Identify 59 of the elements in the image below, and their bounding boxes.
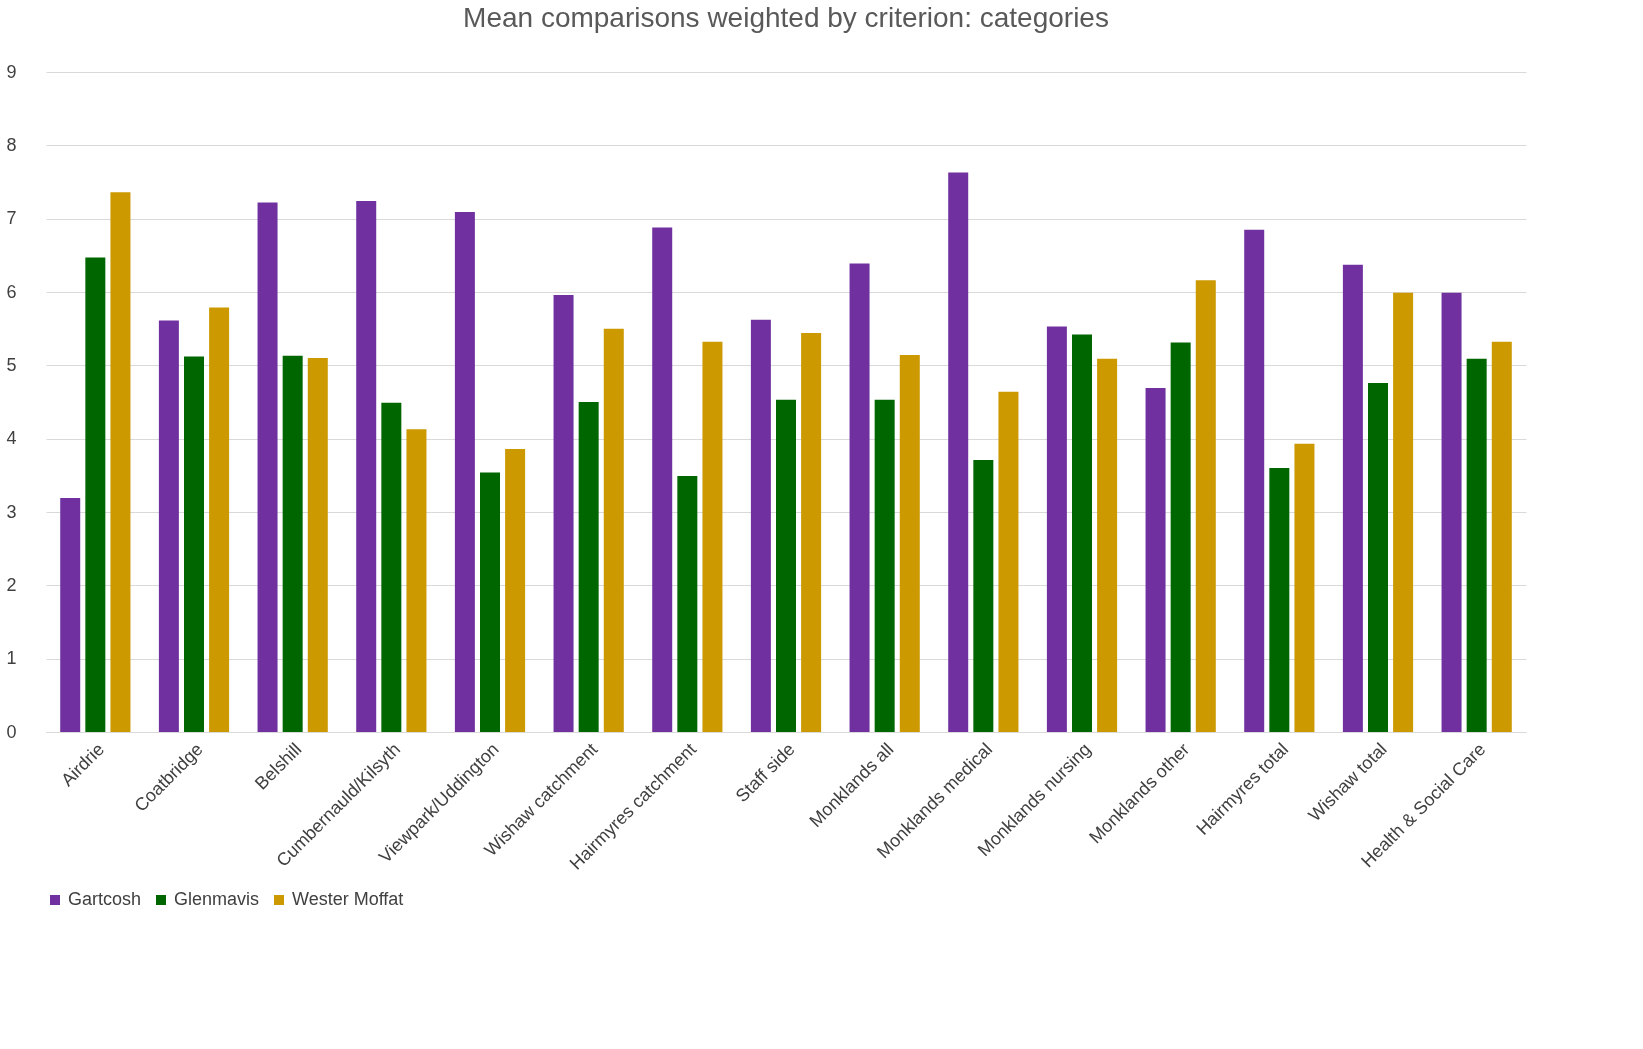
- bar: [1145, 388, 1166, 732]
- bar: [1072, 334, 1092, 732]
- y-tick-label: 8: [6, 134, 17, 155]
- y-tick-label: 0: [6, 721, 17, 742]
- bar: [1269, 468, 1290, 732]
- y-tick-label: 5: [6, 354, 17, 375]
- bar: [1046, 326, 1067, 732]
- bar: [652, 227, 673, 732]
- legend-label: Wester Moffat: [292, 889, 404, 909]
- y-tick-label: 7: [6, 208, 17, 229]
- bar: [406, 429, 427, 732]
- bar: [1441, 292, 1462, 732]
- y-tick-label: 9: [6, 61, 17, 82]
- bar: [184, 356, 204, 732]
- bar: [998, 391, 1019, 732]
- bar: [899, 355, 920, 732]
- legend-label: Glenmavis: [174, 889, 260, 909]
- bar: [356, 201, 377, 732]
- bar: [1368, 382, 1388, 732]
- bar: [874, 399, 895, 732]
- bar: [553, 294, 574, 732]
- bar: [85, 257, 106, 732]
- bar: [381, 402, 402, 732]
- bar: [1195, 280, 1216, 732]
- chart-title: Mean comparisons weighted by criterion: categories: [463, 2, 1109, 33]
- bar: [1393, 292, 1414, 732]
- y-tick-label: 3: [6, 501, 17, 522]
- bar: [849, 263, 870, 732]
- bar: [505, 448, 526, 732]
- bar: [948, 172, 969, 732]
- bar: [60, 498, 81, 732]
- bar: [603, 328, 624, 732]
- y-tick-label: 6: [6, 281, 17, 302]
- bar: [702, 341, 723, 732]
- bar: [480, 472, 500, 732]
- bar: [750, 319, 771, 732]
- y-tick-label: 1: [6, 648, 17, 669]
- bar: [1491, 341, 1512, 732]
- bar: [1244, 229, 1265, 732]
- y-tick-label: 2: [6, 574, 17, 595]
- bar: [677, 476, 698, 732]
- bar: [110, 192, 131, 732]
- bar: [1466, 358, 1487, 732]
- bar: [801, 333, 822, 732]
- bar: [158, 320, 179, 732]
- legend-label: Gartcosh: [68, 889, 142, 909]
- bar: [209, 307, 230, 732]
- bar: [578, 402, 599, 732]
- bar: [454, 212, 475, 732]
- bar: [1170, 342, 1191, 732]
- bar: [307, 358, 328, 732]
- bar: [1342, 264, 1363, 732]
- bar: [282, 355, 303, 732]
- bar: [1097, 358, 1118, 732]
- bar: [973, 459, 994, 732]
- bar: [1294, 443, 1315, 732]
- y-tick-label: 4: [6, 428, 17, 449]
- bar: [257, 202, 278, 732]
- bar: [776, 399, 796, 732]
